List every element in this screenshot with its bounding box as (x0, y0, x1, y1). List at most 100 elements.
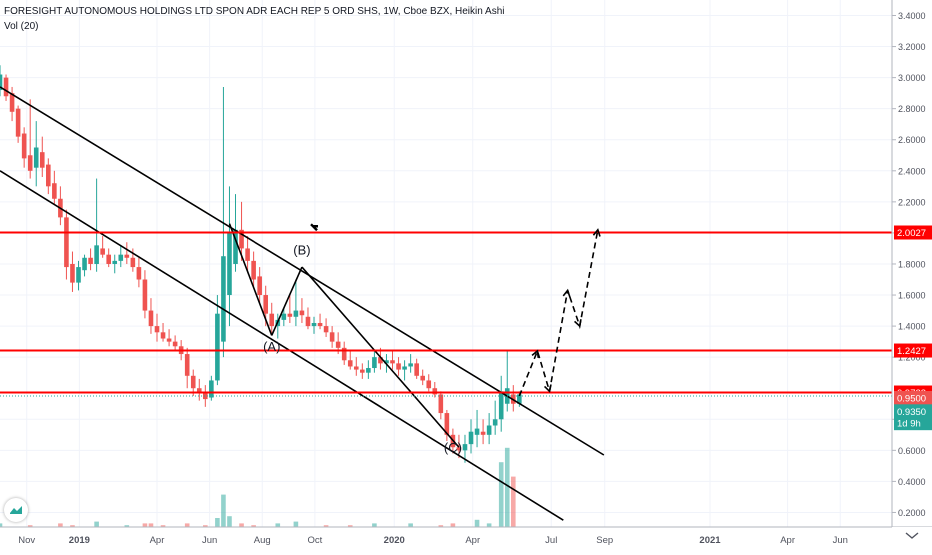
candle-body[interactable] (396, 363, 401, 370)
candle-body[interactable] (9, 93, 15, 112)
candle-body[interactable] (456, 447, 462, 451)
candle-body[interactable] (196, 388, 202, 393)
candle-body[interactable] (372, 357, 377, 369)
candle-body[interactable] (251, 260, 256, 280)
candle-body[interactable] (142, 279, 148, 311)
candle-body[interactable] (341, 347, 347, 361)
candle-body[interactable] (311, 322, 317, 327)
candle-body[interactable] (360, 369, 365, 373)
candle-body[interactable] (76, 267, 81, 283)
candle-body[interactable] (384, 360, 389, 364)
candle-body[interactable] (257, 276, 262, 296)
candle-body[interactable] (21, 133, 27, 159)
candle-body[interactable] (160, 332, 166, 339)
settings-chevron-icon[interactable] (905, 532, 919, 539)
time-tick-label: Nov (18, 535, 35, 546)
price-tick-label: 2.6000 (898, 135, 926, 145)
candle-body[interactable] (136, 267, 142, 280)
trend-line[interactable] (301, 266, 460, 448)
candle-body[interactable] (233, 229, 238, 264)
trend-line[interactable] (271, 266, 303, 336)
candle-body[interactable] (46, 164, 51, 187)
candle-body[interactable] (15, 108, 21, 137)
candle-body[interactable] (239, 229, 244, 249)
candle-body[interactable] (82, 257, 87, 271)
candle-body[interactable] (474, 428, 480, 435)
candle-body[interactable] (33, 147, 39, 168)
candle-body[interactable] (269, 313, 275, 327)
candle-body[interactable] (154, 326, 160, 333)
candle-body[interactable] (64, 217, 69, 268)
candle-body[interactable] (402, 366, 407, 370)
candle-body[interactable] (317, 322, 323, 327)
candle-body[interactable] (3, 77, 9, 97)
volume-indicator-label: Vol (20) (4, 21, 39, 32)
price-tick-label: 0.2000 (898, 508, 926, 518)
price-axis[interactable] (892, 0, 932, 550)
candle-body[interactable] (432, 388, 438, 395)
candle-body[interactable] (517, 394, 522, 404)
candle-body[interactable] (414, 363, 419, 376)
candle-body[interactable] (305, 316, 311, 327)
candle-body[interactable] (293, 310, 299, 317)
candle-body[interactable] (124, 254, 130, 258)
volume-bar (438, 525, 444, 527)
candle-body[interactable] (263, 295, 269, 314)
volume-bar (239, 523, 244, 527)
candle-body[interactable] (148, 310, 154, 327)
candle-body[interactable] (203, 392, 208, 400)
candle-body[interactable] (0, 74, 3, 91)
candle-body[interactable] (88, 257, 93, 264)
candle-body[interactable] (27, 155, 33, 171)
projection-path[interactable] (518, 229, 599, 397)
candle-body[interactable] (172, 341, 178, 347)
candle-body[interactable] (420, 375, 426, 381)
candle-body[interactable] (39, 152, 45, 168)
candle-body[interactable] (378, 357, 383, 364)
candle-body[interactable] (486, 425, 492, 435)
candle-body[interactable] (335, 341, 341, 348)
candle-body[interactable] (166, 338, 172, 342)
candle-body[interactable] (299, 310, 305, 316)
candle-body[interactable] (118, 254, 124, 261)
candle-body[interactable] (444, 413, 450, 435)
candle-body[interactable] (209, 380, 214, 398)
candle-body[interactable] (184, 354, 190, 376)
candle-body[interactable] (480, 431, 486, 435)
trend-line[interactable] (0, 86, 605, 456)
candle-body[interactable] (438, 394, 444, 414)
candle-body[interactable] (390, 360, 395, 364)
candle-body[interactable] (366, 368, 371, 373)
candle-body[interactable] (323, 326, 329, 333)
candle-body[interactable] (281, 313, 287, 320)
volume-bar (372, 523, 377, 527)
candle-body[interactable] (347, 360, 353, 367)
candle-body[interactable] (329, 332, 335, 342)
candle-body[interactable] (190, 375, 196, 389)
trend-line[interactable] (228, 223, 273, 336)
candle-body[interactable] (112, 260, 118, 264)
candle-body[interactable] (215, 313, 220, 381)
candle-body[interactable] (498, 391, 504, 420)
candle-body[interactable] (492, 419, 498, 426)
candle-body[interactable] (353, 366, 359, 370)
candle-body[interactable] (426, 380, 432, 389)
candle-body[interactable] (106, 254, 111, 264)
trend-line[interactable] (0, 170, 564, 521)
candle-body[interactable] (462, 444, 468, 451)
candle-body[interactable] (52, 183, 57, 199)
candle-body[interactable] (408, 363, 413, 367)
candle-body[interactable] (100, 248, 105, 255)
candle-body[interactable] (245, 248, 250, 261)
candle-body[interactable] (70, 263, 75, 283)
candle-body[interactable] (227, 232, 232, 296)
candle-body[interactable] (468, 431, 474, 445)
time-axis[interactable] (0, 527, 932, 550)
tradingview-logo[interactable] (4, 498, 28, 522)
candle-body[interactable] (130, 257, 136, 268)
candle-body[interactable] (221, 256, 226, 342)
candle-body[interactable] (287, 313, 293, 317)
candle-body[interactable] (94, 245, 99, 264)
